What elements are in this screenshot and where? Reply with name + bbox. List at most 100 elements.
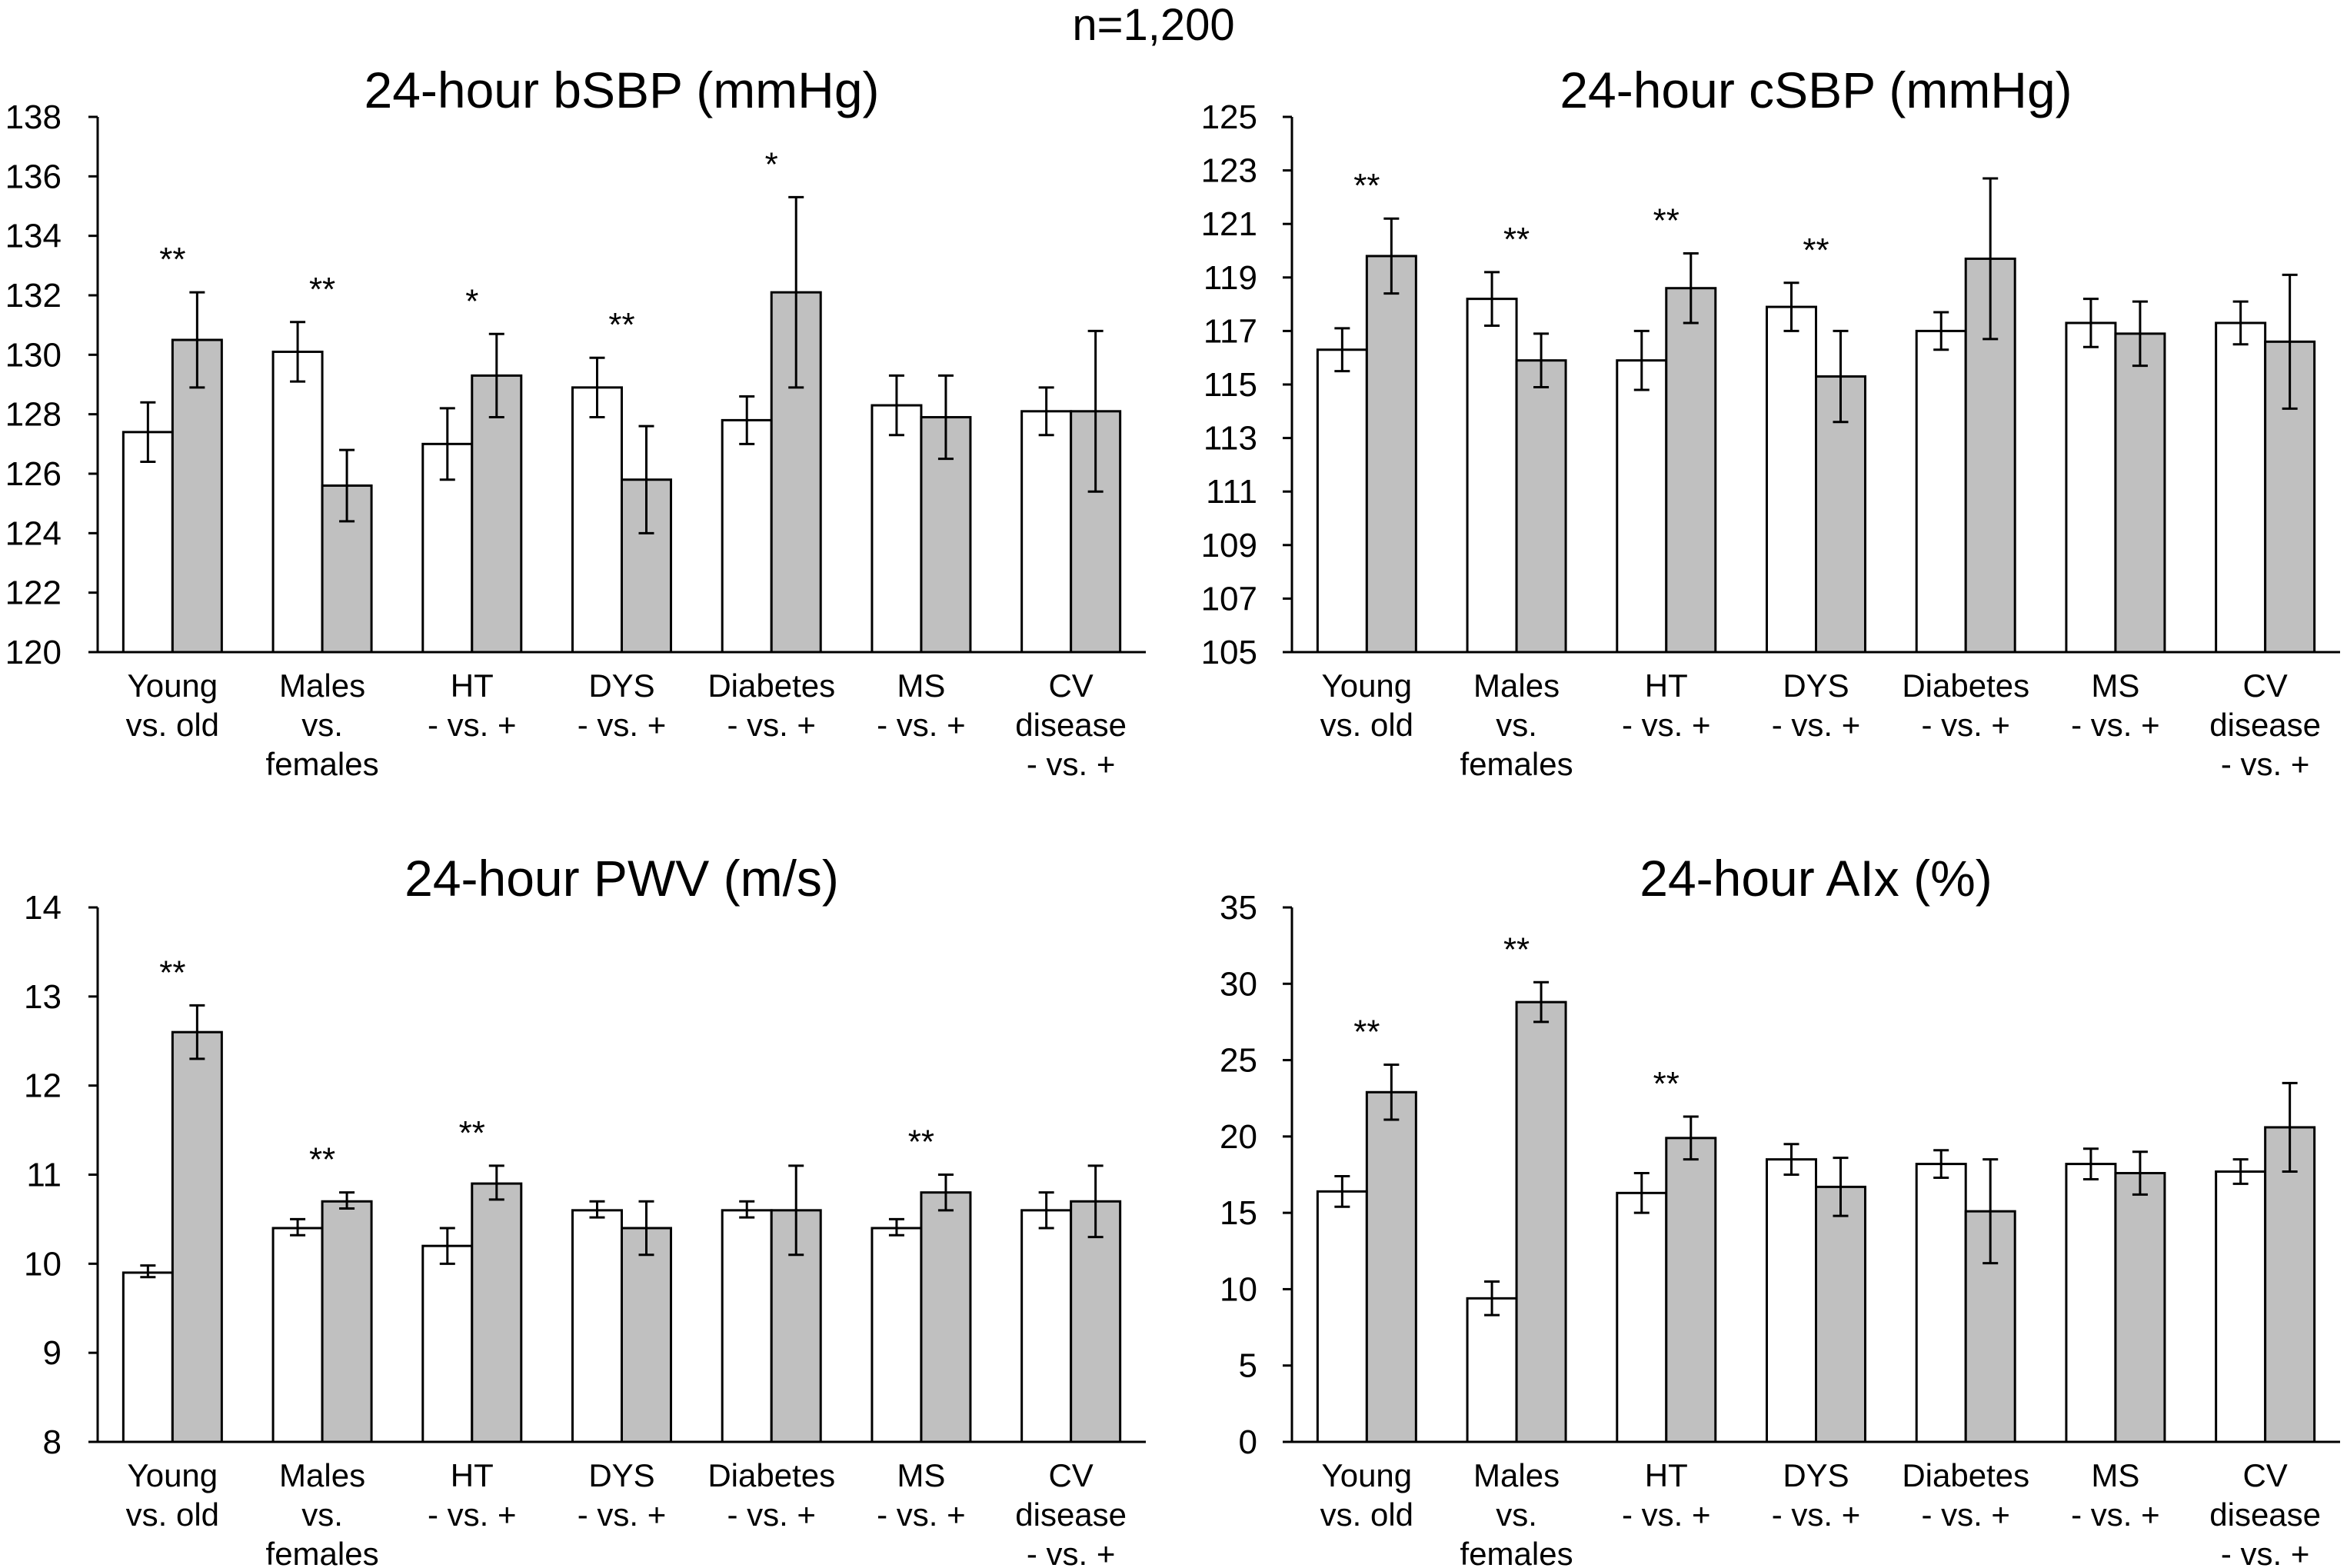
significance-marker: ** bbox=[1503, 221, 1530, 258]
bar bbox=[2114, 1172, 2166, 1443]
bar bbox=[471, 1182, 523, 1443]
bar bbox=[871, 404, 923, 654]
bar bbox=[1766, 1158, 1817, 1443]
bar bbox=[1665, 287, 1717, 654]
category-label: Diabetes - vs. + bbox=[707, 667, 835, 743]
y-tick-label: 12 bbox=[24, 1067, 62, 1105]
bar bbox=[1815, 1185, 1866, 1443]
bar bbox=[321, 1200, 373, 1443]
category-label: Diabetes - vs. + bbox=[1902, 667, 2029, 743]
bar bbox=[1466, 1297, 1518, 1443]
significance-marker: ** bbox=[1353, 1014, 1380, 1051]
bar bbox=[721, 1209, 773, 1443]
y-tick-label: 138 bbox=[5, 98, 62, 136]
bar bbox=[1515, 1000, 1567, 1443]
bar bbox=[171, 1030, 223, 1443]
y-tick-label: 128 bbox=[5, 396, 62, 434]
y-tick-label: 20 bbox=[1220, 1118, 1257, 1156]
y-tick-label: 11 bbox=[26, 1157, 62, 1194]
y-tick-label: 0 bbox=[1239, 1423, 1257, 1461]
y-tick-label: 35 bbox=[1220, 889, 1257, 927]
bar bbox=[1665, 1137, 1717, 1443]
category-label: Males vs. females bbox=[266, 1457, 379, 1568]
bar bbox=[271, 350, 324, 654]
bar bbox=[571, 386, 623, 654]
chart-title: 24-hour AIx (%) bbox=[1640, 850, 1992, 907]
y-tick-label: 125 bbox=[1201, 98, 1257, 136]
y-tick-label: 115 bbox=[1203, 366, 1257, 404]
category-label: Males vs. females bbox=[266, 667, 379, 782]
significance-marker: ** bbox=[159, 241, 185, 278]
bar bbox=[1616, 1191, 1668, 1443]
bar bbox=[1466, 298, 1518, 654]
category-label: DYS - vs. + bbox=[578, 1457, 667, 1533]
y-tick-label: 10 bbox=[1220, 1270, 1257, 1308]
category-label: MS - vs. + bbox=[2071, 667, 2160, 743]
bar bbox=[1316, 348, 1368, 654]
y-tick-label: 105 bbox=[1201, 634, 1257, 671]
y-tick-label: 9 bbox=[43, 1334, 62, 1372]
bar bbox=[571, 1209, 623, 1443]
significance-marker: ** bbox=[1503, 930, 1530, 968]
figure-title: n=1,200 bbox=[1072, 0, 1234, 50]
y-tick-label: 123 bbox=[1201, 152, 1257, 190]
significance-marker: ** bbox=[309, 271, 335, 308]
bar bbox=[421, 1244, 474, 1443]
category-label: CV disease - vs. + bbox=[2209, 1457, 2321, 1568]
category-label: HT - vs. + bbox=[428, 667, 517, 743]
y-tick-label: 5 bbox=[1239, 1347, 1257, 1385]
significance-marker: ** bbox=[1653, 201, 1680, 239]
category-label: MS - vs. + bbox=[877, 667, 966, 743]
bar bbox=[1365, 255, 1417, 654]
bar bbox=[122, 431, 174, 654]
significance-marker: ** bbox=[1653, 1065, 1680, 1103]
bar bbox=[1515, 359, 1567, 654]
y-tick-label: 111 bbox=[1206, 473, 1257, 511]
significance-marker: ** bbox=[309, 1141, 335, 1179]
y-tick-label: 10 bbox=[24, 1245, 62, 1283]
bar bbox=[621, 1227, 672, 1443]
y-tick-label: 13 bbox=[24, 978, 62, 1016]
category-label: DYS - vs. + bbox=[1772, 667, 1861, 743]
category-label: DYS - vs. + bbox=[1772, 1457, 1861, 1533]
category-label: MS - vs. + bbox=[877, 1457, 966, 1533]
category-label: Diabetes - vs. + bbox=[1902, 1457, 2029, 1533]
bar bbox=[1316, 1190, 1368, 1443]
bar bbox=[122, 1271, 174, 1443]
chart-panel-3: 24-hour PWV (m/s) 8 9 10 11 12 13 14 ** Young vs. … bbox=[24, 850, 1146, 1568]
category-label: HT - vs. + bbox=[1622, 667, 1711, 743]
category-label: CV disease - vs. + bbox=[1015, 1457, 1127, 1568]
y-tick-label: 130 bbox=[5, 336, 62, 374]
significance-marker: * bbox=[465, 282, 478, 320]
significance-marker: ** bbox=[159, 954, 185, 991]
category-label: Males vs. females bbox=[1460, 667, 1573, 782]
chart-panel-1: 24-hour bSBP (mmHg) 120 122 124 126 128 130 132… bbox=[5, 62, 1146, 782]
bar bbox=[2065, 1163, 2117, 1443]
bar bbox=[1915, 329, 1967, 654]
bar bbox=[1020, 1209, 1073, 1443]
bar bbox=[471, 374, 523, 654]
category-label: Diabetes - vs. + bbox=[707, 1457, 835, 1533]
chart-title: 24-hour cSBP (mmHg) bbox=[1560, 62, 2072, 118]
significance-marker: ** bbox=[608, 306, 634, 344]
y-tick-label: 122 bbox=[5, 574, 62, 612]
chart-panel-4: 24-hour AIx (%) 0 5 10 15 20 25 30 35 ** Young vs. … bbox=[1220, 850, 2340, 1568]
y-tick-label: 15 bbox=[1220, 1194, 1257, 1232]
y-tick-label: 107 bbox=[1201, 580, 1257, 618]
y-tick-label: 30 bbox=[1220, 965, 1257, 1003]
bar bbox=[871, 1227, 923, 1443]
y-tick-label: 120 bbox=[5, 634, 62, 671]
category-label: HT - vs. + bbox=[428, 1457, 517, 1533]
chart-panel-2: 24-hour cSBP (mmHg) 105 107 109 111 113 115 117… bbox=[1201, 62, 2340, 782]
bar bbox=[1020, 410, 1073, 654]
category-label: MS - vs. + bbox=[2071, 1457, 2160, 1533]
bar bbox=[1616, 359, 1668, 654]
y-tick-label: 8 bbox=[43, 1423, 62, 1461]
bar bbox=[1365, 1090, 1417, 1443]
bar bbox=[2215, 321, 2267, 654]
y-tick-label: 113 bbox=[1203, 420, 1257, 458]
category-label: Young vs. old bbox=[1320, 667, 1413, 743]
bar bbox=[2065, 321, 2117, 654]
significance-marker: * bbox=[765, 145, 778, 183]
significance-marker: ** bbox=[908, 1124, 934, 1161]
